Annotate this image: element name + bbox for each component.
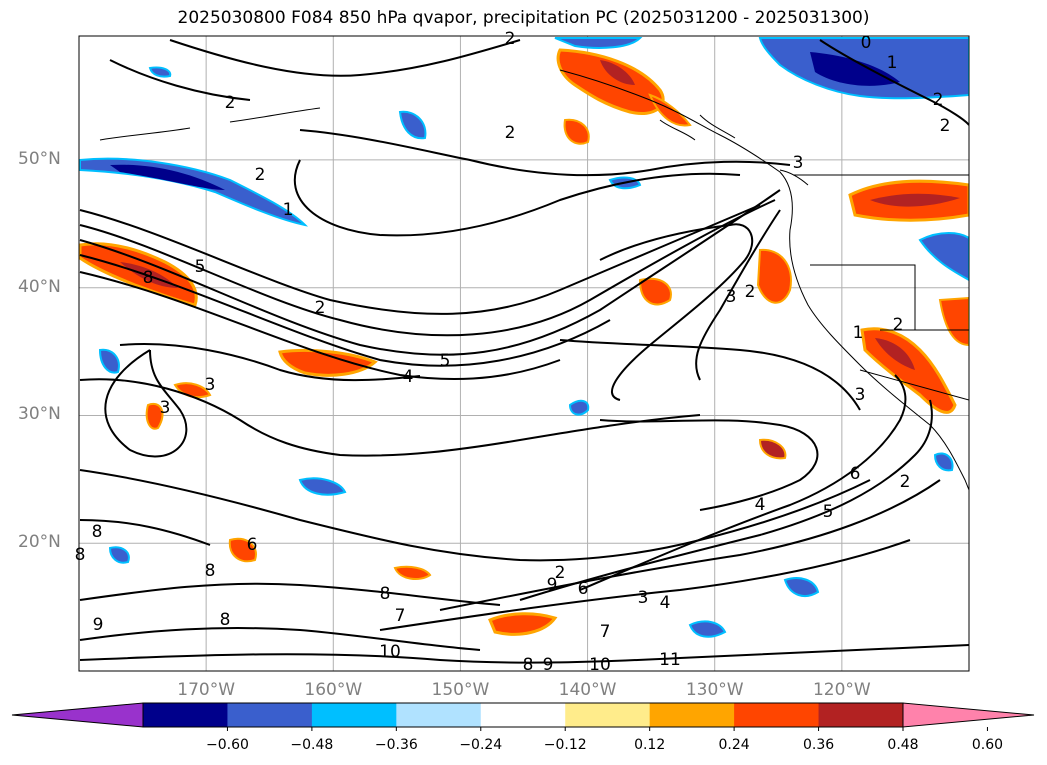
colorbar-tick-label: −0.12	[543, 737, 587, 753]
lon-tick-label: 140°W	[558, 680, 617, 700]
contour-label: 6	[578, 579, 589, 599]
contour-label: 2	[940, 116, 951, 136]
contour-label: 6	[247, 535, 258, 555]
figure-title: 2025030800 F084 850 hPa qvapor, precipit…	[177, 8, 870, 28]
lon-tick-label: 150°W	[431, 680, 490, 700]
contour-label: 9	[93, 615, 104, 635]
contour-label: 3	[160, 398, 171, 418]
colorbar-extend-low	[11, 702, 144, 728]
mid-pacific-red	[278, 349, 378, 377]
colorbar-segment	[818, 703, 904, 727]
contour-label: 5	[440, 351, 451, 371]
contour-label: 8	[523, 655, 534, 675]
colorbar-tick-label: 0.48	[887, 737, 919, 753]
contour-label: 1	[283, 200, 294, 220]
colorbar-segment	[227, 703, 313, 727]
lat-tick-label: 40°N	[18, 276, 61, 297]
contour-label: 7	[395, 606, 406, 626]
colorbar-tick-label: 0.24	[718, 737, 750, 753]
colorbar-tick-label: −0.36	[374, 737, 418, 753]
contour-label: 2	[893, 315, 904, 335]
contour-label: 2	[315, 298, 326, 318]
colorbar-segment	[480, 703, 566, 727]
contour-label: 2	[745, 282, 756, 302]
contour-label: 8	[143, 268, 154, 288]
contour-label: 7	[600, 622, 611, 642]
shaded-regions	[79, 37, 969, 638]
contour-label: 9	[543, 655, 554, 675]
contour-label: 11	[659, 650, 681, 670]
gulf-alaska-red	[556, 48, 665, 115]
contour-lines	[79, 39, 969, 664]
contour-label: 10	[589, 655, 611, 675]
contour-label: 3	[726, 287, 737, 307]
contour-label: 5	[195, 257, 206, 277]
colorbar-segment	[143, 703, 228, 727]
contour-label: 5	[823, 502, 834, 522]
contour-label: 8	[220, 610, 231, 630]
contour-label: 8	[205, 561, 216, 581]
colorbar	[11, 702, 1035, 731]
colorbar-tick-label: 0.12	[634, 737, 666, 753]
borders	[793, 174, 969, 401]
contour-label: 2	[225, 93, 236, 113]
colorbar-frame	[142, 702, 904, 728]
lat-tick-label: 50°N	[18, 148, 61, 169]
colorbar-segment	[396, 703, 482, 727]
contour-label: 9	[547, 575, 558, 595]
colorbar-segment	[734, 703, 820, 727]
contour-label: 3	[855, 385, 866, 405]
colorbar-tick-label: 0.60	[971, 737, 1004, 753]
colorbar-extend-high	[902, 702, 1035, 728]
contour-label: 2	[505, 123, 516, 143]
colorbar-segment	[565, 703, 651, 727]
contour-label: 10	[379, 642, 401, 662]
colorbar-segment	[649, 703, 735, 727]
colorbar-segment	[311, 703, 397, 727]
contour-label: 8	[75, 545, 86, 565]
contour-label: 3	[205, 375, 216, 395]
contour-label: 6	[850, 464, 861, 484]
contour-label: 3	[793, 153, 804, 173]
tropical-red	[488, 612, 558, 636]
contour-label: 2	[933, 90, 944, 110]
contour-label: 1	[887, 53, 898, 73]
map-frame	[78, 35, 970, 672]
contour-label: 2	[255, 165, 266, 185]
contour-label: 1	[853, 323, 864, 343]
contour-label: 4	[755, 495, 766, 515]
contour-label: 2	[900, 472, 911, 492]
lon-tick-label: 130°W	[685, 680, 744, 700]
contour-label: 3	[638, 588, 649, 608]
contour-label: 2	[555, 563, 566, 583]
contour-label: 4	[660, 593, 671, 613]
colorbar-tick-label: −0.24	[459, 737, 503, 753]
oregon-offshore-red	[756, 248, 792, 304]
contour-label: 2	[505, 29, 516, 49]
lon-tick-label: 120°W	[812, 680, 871, 700]
lat-tick-label: 20°N	[18, 532, 61, 553]
lon-tick-label: 170°W	[177, 680, 236, 700]
lat-tick-label: 30°N	[18, 404, 61, 425]
contour-label: 8	[380, 584, 391, 604]
colorbar-tick-label: 0.36	[802, 737, 835, 753]
colorbar-tick-label: −0.48	[290, 737, 334, 753]
lon-tick-label: 160°W	[304, 680, 363, 700]
colorbar-tick-label: −0.60	[205, 737, 249, 753]
coastline	[99, 69, 969, 491]
contour-label: 0	[861, 33, 872, 53]
contour-label: 4	[403, 367, 414, 387]
contour-label: 8	[92, 522, 103, 542]
